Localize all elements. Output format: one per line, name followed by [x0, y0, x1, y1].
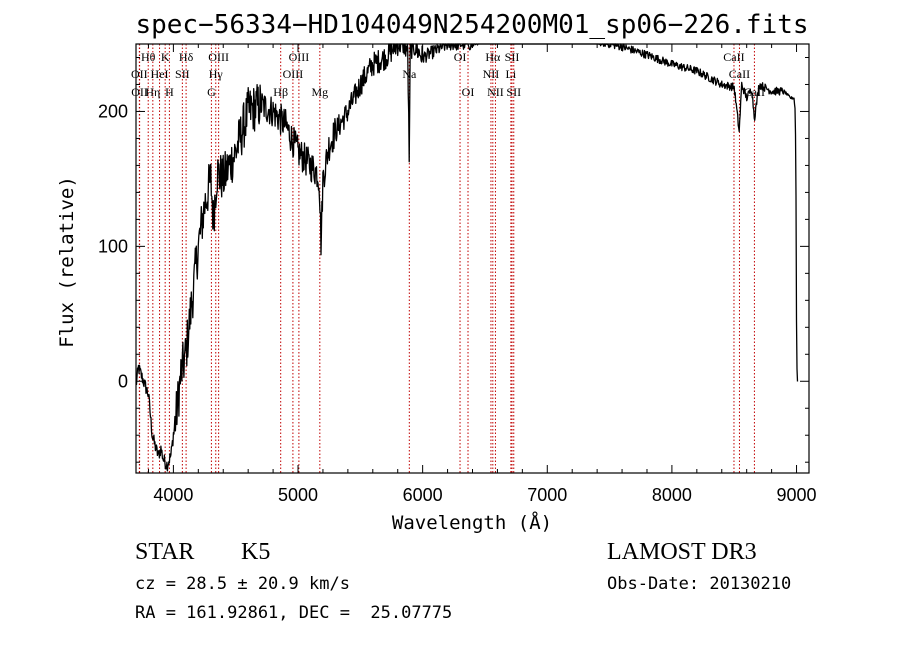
- line-label: Mg: [311, 85, 328, 99]
- x-tick-label: 8000: [652, 485, 692, 505]
- line-label: Hη: [145, 85, 160, 99]
- survey-name: LAMOST DR3: [607, 539, 757, 565]
- y-tick-label: 0: [118, 371, 128, 391]
- line-label: Hβ: [273, 85, 288, 99]
- emission-line-labels: Hθ K Hδ OIII OIII OI Hα SII CaII OII HeI SII Hγ OIII N…: [131, 50, 765, 99]
- x-tick-label: 5000: [278, 485, 318, 505]
- y-tick-label: 100: [98, 236, 128, 256]
- line-label: OIII: [283, 67, 304, 81]
- line-label: NII: [483, 67, 500, 81]
- line-label: SII: [506, 85, 521, 99]
- x-axis-ticks: 4000 5000 6000 7000 8000 9000: [147, 44, 817, 505]
- y-axis-ticks: 0 100 200: [98, 56, 809, 463]
- line-label: Hα: [485, 50, 501, 64]
- y-axis-label: Flux (relative): [56, 176, 78, 348]
- coordinates: RA = 161.92861, DEC = 25.07775: [135, 603, 453, 623]
- line-label: SII: [175, 67, 190, 81]
- line-label: Hδ: [179, 50, 194, 64]
- y-tick-label: 200: [98, 101, 128, 121]
- object-class: STAR: [135, 539, 195, 565]
- line-label: OI: [462, 85, 475, 99]
- chart-title: spec−56334−HD104049N254200M01_sp06−226.f…: [135, 10, 808, 40]
- line-label: HeI: [151, 67, 169, 81]
- line-label: Li: [506, 67, 517, 81]
- plot-frame: [135, 43, 810, 474]
- line-label: OIII: [208, 50, 229, 64]
- line-label: OIII: [289, 50, 310, 64]
- line-label: OI: [454, 50, 467, 64]
- x-tick-label: 6000: [403, 485, 443, 505]
- line-label: Hγ: [209, 67, 224, 81]
- x-tick-label: 9000: [777, 485, 817, 505]
- x-tick-label: 7000: [527, 485, 567, 505]
- line-label: CaII: [723, 50, 744, 64]
- line-label: Hθ: [141, 50, 156, 64]
- line-label: OII: [131, 67, 148, 81]
- line-label: CaII: [729, 67, 750, 81]
- emission-line-markers: [138, 44, 755, 473]
- spectrum-line: [135, 43, 799, 472]
- redshift-velocity: cz = 28.5 ± 20.9 km/s: [135, 574, 350, 594]
- line-label: K: [161, 50, 170, 64]
- object-subclass: K5: [241, 539, 271, 565]
- observation-date: Obs-Date: 20130210: [607, 574, 792, 594]
- line-label: SII: [505, 50, 520, 64]
- x-tick-label: 4000: [153, 485, 193, 505]
- x-axis-label: Wavelength (Å): [392, 511, 552, 534]
- line-label: G: [207, 85, 216, 99]
- line-label: H: [165, 85, 174, 99]
- line-label: NII: [487, 85, 504, 99]
